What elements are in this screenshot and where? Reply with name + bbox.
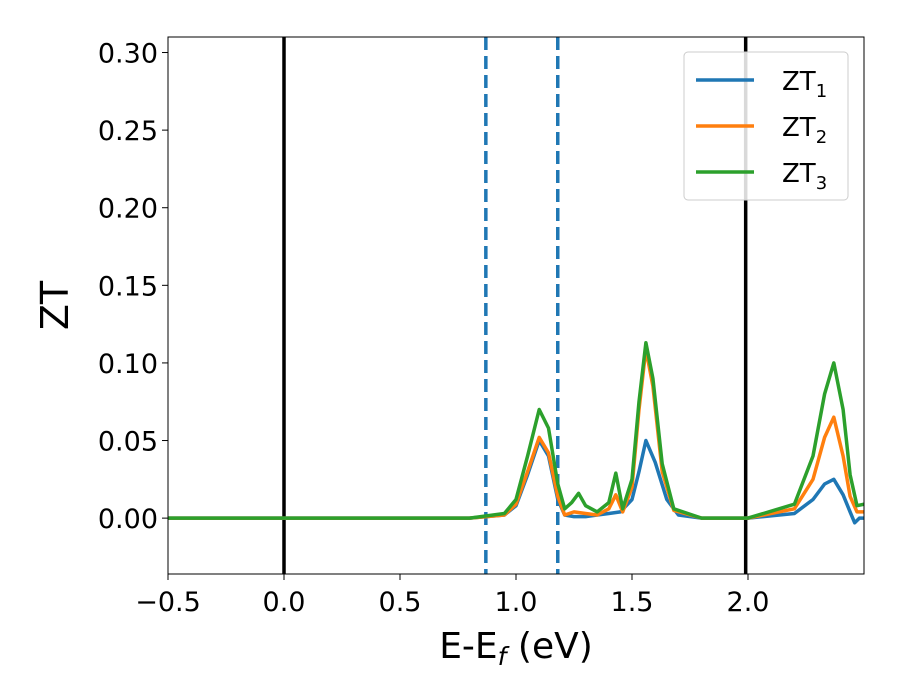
series-line-1 [168, 438, 864, 525]
y-tick-label: 0.05 [98, 427, 158, 458]
legend-label-3: ZT3 [782, 159, 827, 194]
y-tick-label: 0.10 [98, 349, 158, 380]
series-line-3 [168, 340, 864, 520]
x-tick-label: 1.5 [611, 587, 654, 618]
legend-label-subscript: 1 [816, 81, 827, 102]
legend-label-main: ZT [782, 159, 816, 189]
y-tick-label: 0.15 [98, 271, 158, 302]
y-axis: 0.00 0.05 0.10 0.15 0.20 0.25 0.30 [98, 39, 168, 535]
legend-label-subscript: 2 [816, 127, 827, 148]
x-tick-label: −0.5 [135, 587, 201, 618]
reference-lines [282, 37, 748, 574]
legend-label-subscript: 3 [816, 173, 827, 194]
x-tick-label: 1.0 [495, 587, 538, 618]
legend-label-2: ZT2 [782, 113, 827, 148]
y-tick-label: 0.30 [98, 39, 158, 70]
y-tick-label: 0.20 [98, 194, 158, 225]
x-tick-label: 0.0 [263, 587, 306, 618]
x-axis-label-main: E-E [439, 626, 497, 667]
y-tick-label: 0.25 [98, 116, 158, 147]
x-axis-label: E-Ef (eV) [439, 626, 593, 671]
x-axis-label-suffix: (eV) [506, 626, 592, 667]
y-axis-label: ZT [33, 280, 77, 330]
y-tick-label: 0.00 [98, 504, 158, 535]
x-tick-label: 0.5 [379, 587, 422, 618]
series-group [168, 340, 864, 525]
series-line-2 [168, 347, 864, 520]
x-axis: −0.5 0.0 0.5 1.0 1.5 2.0 [135, 574, 769, 618]
legend-box [683, 51, 849, 201]
legend-label-main: ZT [782, 67, 816, 97]
x-tick-label: 2.0 [727, 587, 770, 618]
legend-label-main: ZT [782, 113, 816, 143]
legend-label-1: ZT1 [782, 67, 827, 102]
